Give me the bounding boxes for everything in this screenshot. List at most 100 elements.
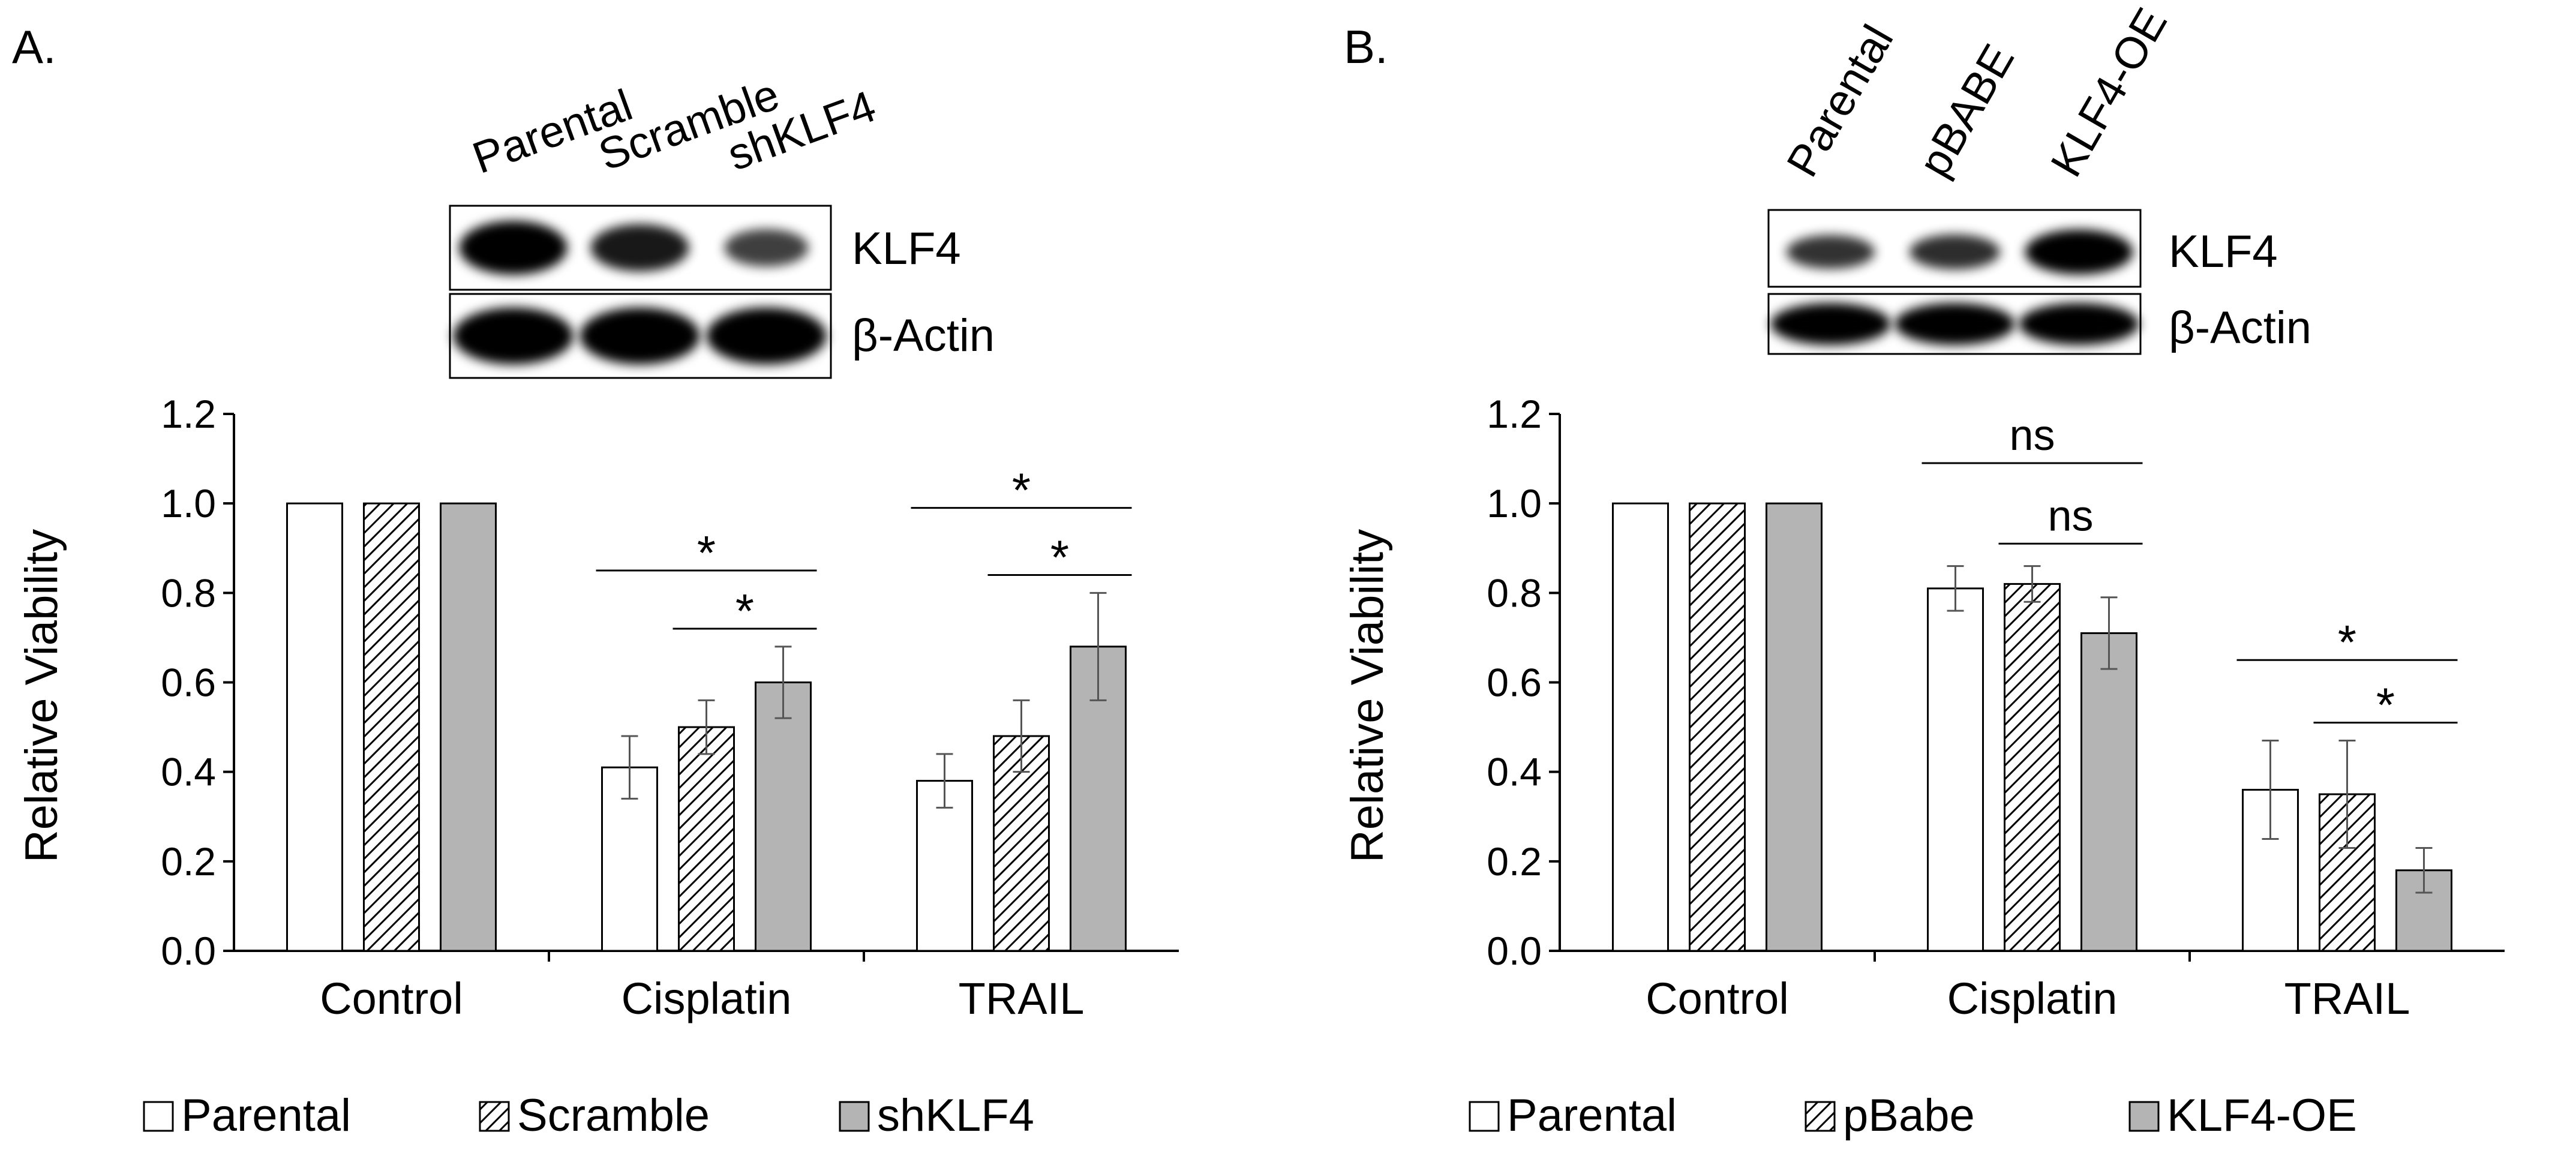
chart-b-significance-label-4: *: [2376, 678, 2395, 732]
chart-a-error-bar-3-3: [1089, 591, 1107, 701]
chart-b-ytick-label-6: 1.2: [1487, 392, 1542, 436]
panel-b: B. Parental pBABE KLF4-OE KLF4 β-Actin R…: [1342, 0, 2505, 1141]
chart-b-legend-label-3: KLF4-OE: [2167, 1090, 2357, 1141]
chart-b-category-label-2: Cisplatin: [1947, 974, 2118, 1023]
chart-b-bar-parental-1: [1612, 502, 1669, 952]
chart-a-error-bar-1-3: [936, 753, 953, 809]
blot-a-klf4-label: KLF4: [852, 223, 961, 274]
blot-a-klf4-band-2: [590, 224, 689, 272]
chart-b-error-bar-2-3: [2338, 739, 2356, 849]
chart-b-category-label-3: TRAIL: [2284, 974, 2410, 1023]
panel-a-label: A.: [12, 20, 56, 73]
blot-b-lane-label-3: KLF4-OE: [2041, 0, 2176, 185]
blot-a-actin-band-3: [706, 307, 827, 365]
blot-b-lane-label-1: Parental: [1777, 17, 1903, 185]
blot-b-klf4-band-1: [1786, 235, 1875, 269]
chart-b-significance-label-3: *: [2338, 615, 2356, 669]
blot-b-actin-band-3: [2019, 303, 2139, 345]
chart-b-category-label-1: Control: [1646, 974, 1789, 1023]
chart-b-plot: 0.0 0.2 0.4 0.6 0.8 1.0 1.2 Control Cisplatin TRA…: [1487, 392, 2505, 1023]
chart-b-significance-label-2: ns: [2047, 492, 2093, 540]
chart-a-plot: 0.0 0.2 0.4 0.6 0.8 1.0 1.2 Control Cisplatin TRA…: [161, 392, 1179, 1023]
chart-b-legend: Parental pBabe KLF4-OE: [1469, 1090, 2357, 1141]
chart-b-bar-pbabe-1: [1689, 502, 1746, 952]
chart-a-legend-label-3: shKLF4: [877, 1090, 1034, 1141]
panel-a-chart: Relative Viability 0.0 0.2 0.4 0.6 0.8 1.0 1.2…: [16, 392, 1179, 1141]
panel-a-blot: Parental Scramble shKLF4 KLF4 β-Actin: [449, 69, 995, 379]
chart-a-category-label-1: Control: [320, 974, 463, 1023]
chart-b-legend-swatch-2: [1805, 1101, 1836, 1132]
chart-a-ytick-label-6: 1.2: [161, 392, 216, 436]
blot-a-actin-box: [449, 293, 832, 379]
chart-a-ytick-label-1: 0.2: [161, 839, 216, 884]
chart-a-legend-swatch-2: [479, 1101, 510, 1132]
chart-a-ytick-label-2: 0.4: [161, 750, 216, 794]
chart-a-significance-label-1: *: [697, 526, 716, 580]
blot-b-actin-band-2: [1895, 303, 2015, 345]
blot-b-actin-box: [1767, 293, 2142, 355]
blot-b-actin-label: β-Actin: [2169, 302, 2311, 353]
chart-b-error-bar-3-2: [2100, 596, 2118, 670]
chart-b-bar-klf4-oe-1: [1766, 502, 1823, 952]
blot-a-klf4-box: [449, 205, 832, 291]
chart-a-error-bar-2-2: [698, 699, 715, 755]
chart-b-error-bar-1-3: [2262, 739, 2279, 840]
blot-a-klf4-band-3: [724, 229, 809, 267]
chart-b-legend-swatch-1: [1469, 1101, 1500, 1132]
blot-b-klf4-box: [1767, 209, 2142, 288]
chart-b-ytick-label-4: 0.8: [1487, 571, 1542, 615]
chart-a-significance-label-4: *: [1050, 531, 1069, 584]
chart-a-legend-swatch-1: [143, 1101, 174, 1132]
chart-b-ytick-label-1: 0.2: [1487, 839, 1542, 884]
chart-a-bar-shklf4-1: [440, 502, 497, 952]
chart-b-bar-pbabe-2: [2004, 582, 2061, 952]
chart-a-bar-shklf4-2: [755, 681, 812, 952]
chart-a-bar-parental-1: [286, 502, 343, 952]
chart-b-significance-label-1: ns: [2009, 412, 2055, 460]
chart-a-ylabel: Relative Viability: [16, 529, 67, 863]
chart-a-ytick-label-4: 0.8: [161, 571, 216, 615]
chart-b-legend-label-1: Parental: [1507, 1090, 1677, 1141]
chart-a-ytick-label-0: 0.0: [161, 929, 216, 973]
chart-a-legend-swatch-3: [839, 1101, 870, 1132]
chart-b-ytick-label-0: 0.0: [1487, 929, 1542, 973]
chart-b-ytick-label-3: 0.6: [1487, 660, 1542, 705]
blot-a-klf4-band-1: [459, 221, 568, 275]
chart-b-error-bar-3-3: [2415, 846, 2433, 894]
blot-a-actin-band-2: [580, 307, 700, 365]
chart-a-significance-label-2: *: [735, 584, 754, 638]
chart-a-category-label-2: Cisplatin: [622, 974, 792, 1023]
chart-a-bar-parental-3: [916, 780, 973, 952]
chart-b-bar-parental-2: [1927, 587, 1984, 952]
blot-a-actin-label: β-Actin: [852, 310, 995, 361]
chart-a-significance-label-3: *: [1012, 464, 1031, 517]
blot-a-actin-band-1: [453, 307, 574, 365]
chart-a-error-bar-2-3: [1013, 699, 1030, 773]
chart-b-legend-label-2: pBabe: [1843, 1090, 1975, 1141]
chart-b-ytick-label-5: 1.0: [1487, 481, 1542, 526]
chart-b-bar-klf4-oe-2: [2080, 632, 2137, 952]
blot-a-bands: [453, 221, 827, 365]
blot-b-lane-label-2: pBABE: [1909, 36, 2023, 185]
chart-a-error-bar-1-2: [621, 735, 638, 800]
chart-a-bar-scramble-3: [993, 735, 1050, 952]
chart-a-legend-label-1: Parental: [181, 1090, 351, 1141]
chart-b-error-bar-2-2: [2023, 565, 2041, 603]
chart-a-bar-scramble-2: [678, 726, 735, 952]
chart-b-ylabel: Relative Viability: [1342, 529, 1393, 863]
blot-b-klf4-band-3: [2025, 229, 2133, 275]
panel-b-chart: Relative Viability 0.0 0.2 0.4 0.6 0.8 1.0 1.2…: [1342, 392, 2505, 1141]
chart-a-category-label-3: TRAIL: [959, 974, 1085, 1023]
panel-b-label: B.: [1344, 20, 1388, 73]
chart-a-legend-label-2: Scramble: [517, 1090, 710, 1141]
blot-b-actin-band-1: [1770, 303, 1891, 345]
blot-b-klf4-label: KLF4: [2169, 226, 2278, 277]
chart-a-legend: Parental Scramble shKLF4: [143, 1090, 1034, 1141]
panel-b-blot: Parental pBABE KLF4-OE KLF4 β-Actin: [1767, 0, 2311, 355]
chart-b-legend-swatch-3: [2128, 1101, 2160, 1132]
panel-a: A. Parental Scramble shKLF4 KLF4 β-Actin…: [12, 20, 1179, 1141]
chart-a-ytick-label-3: 0.6: [161, 660, 216, 705]
blot-b-bands: [1770, 229, 2139, 345]
chart-a-ytick-label-5: 1.0: [161, 481, 216, 526]
